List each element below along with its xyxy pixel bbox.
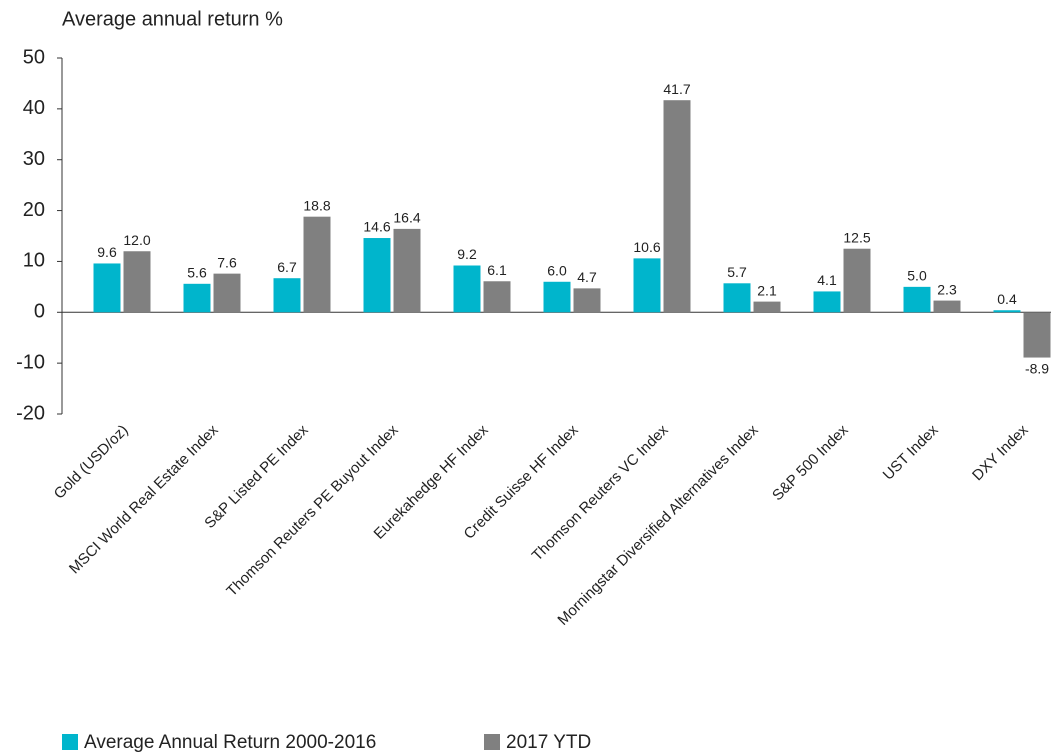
value-label: 12.5 <box>843 229 870 245</box>
value-label: 4.7 <box>577 269 597 285</box>
legend-swatch <box>62 734 78 750</box>
y-tick-label: 40 <box>23 97 45 119</box>
value-label: 5.0 <box>907 268 927 284</box>
value-label: 5.7 <box>727 264 747 280</box>
bar <box>663 100 691 313</box>
value-label: 18.8 <box>303 197 330 213</box>
value-label: 4.1 <box>817 272 837 288</box>
value-label: 12.0 <box>123 232 150 248</box>
y-tick-label: 30 <box>23 148 45 170</box>
value-label: 2.1 <box>757 282 777 298</box>
x-tick-label: MSCI World Real Estate Index <box>66 421 222 577</box>
bar <box>993 310 1021 313</box>
bar <box>633 258 661 313</box>
x-tick-label: Gold (USD/oz) <box>51 422 132 503</box>
x-tick-label: S&P 500 Index <box>769 421 852 504</box>
value-label: 6.1 <box>487 262 507 278</box>
bar <box>843 248 871 313</box>
x-tick-label: Thomson Reuters PE Buyout Index <box>223 421 402 600</box>
value-label: 7.6 <box>217 254 237 270</box>
y-tick-label: 0 <box>34 301 45 323</box>
y-tick-label: 50 <box>23 46 45 68</box>
bar <box>753 301 781 313</box>
bar <box>363 238 391 313</box>
value-label: 9.6 <box>97 244 117 260</box>
bar <box>723 283 751 313</box>
y-axis-title: Average annual return % <box>62 8 283 30</box>
bar <box>933 300 961 313</box>
y-tick-label: 20 <box>23 199 45 221</box>
bar <box>453 265 481 313</box>
bar <box>93 263 121 313</box>
bar <box>1023 312 1051 358</box>
legend-swatch <box>484 734 500 750</box>
bar <box>573 288 601 313</box>
value-label: 41.7 <box>663 81 690 97</box>
bar <box>273 278 301 313</box>
y-tick-label: -20 <box>16 402 45 424</box>
legend-label: Average Annual Return 2000-2016 <box>84 732 376 753</box>
value-label: 6.7 <box>277 259 297 275</box>
value-label: 2.3 <box>937 281 957 297</box>
x-tick-label: Morningstar Diversified Alternatives Ind… <box>554 421 762 629</box>
value-label: 5.6 <box>187 265 207 281</box>
y-tick-label: -10 <box>16 351 45 373</box>
bar <box>483 281 511 313</box>
value-label: 9.2 <box>457 246 477 262</box>
bar <box>213 273 241 313</box>
bar <box>303 216 331 313</box>
bar <box>813 291 841 313</box>
bar <box>183 283 211 313</box>
value-label: -8.9 <box>1025 360 1049 376</box>
value-label: 14.6 <box>363 219 390 235</box>
bar <box>393 228 421 313</box>
x-tick-label: DXY Index <box>969 421 1032 484</box>
bar <box>903 286 931 313</box>
bar <box>123 251 151 313</box>
value-label: 0.4 <box>997 291 1017 307</box>
y-tick-label: 10 <box>23 250 45 272</box>
value-label: 16.4 <box>393 210 420 226</box>
value-label: 6.0 <box>547 262 567 278</box>
legend-label: 2017 YTD <box>506 732 591 753</box>
value-label: 10.6 <box>633 239 660 255</box>
x-tick-label: UST Index <box>880 421 942 483</box>
bar <box>543 281 571 313</box>
